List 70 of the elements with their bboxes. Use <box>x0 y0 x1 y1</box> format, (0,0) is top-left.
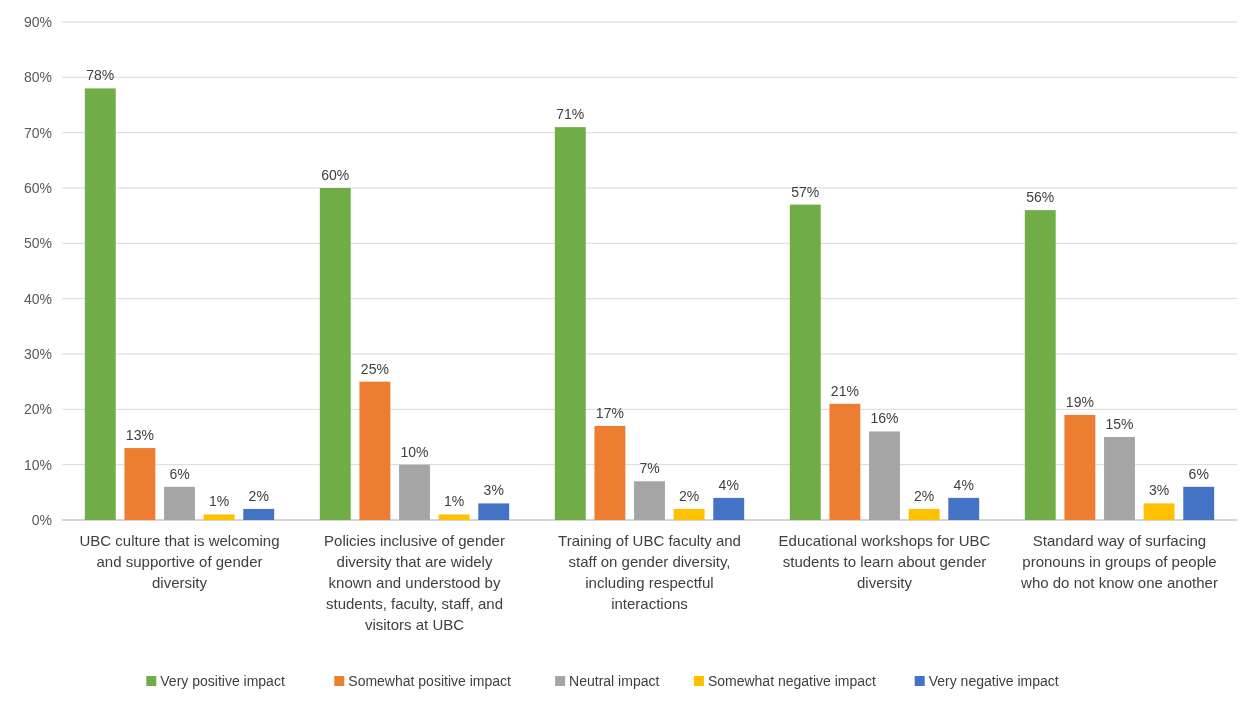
y-tick-label: 30% <box>23 345 52 362</box>
data-label: 2% <box>248 487 269 504</box>
bar <box>634 481 665 520</box>
x-tick-label: Educational workshops for UBC students to learn about gender diversity <box>778 532 991 591</box>
bar <box>1183 486 1215 520</box>
data-label: 6% <box>169 465 190 482</box>
bar <box>869 431 900 520</box>
data-label: 25% <box>360 360 389 377</box>
data-label: 2% <box>679 487 700 504</box>
data-label: 56% <box>1026 189 1055 206</box>
data-label: 10% <box>400 443 429 460</box>
bar <box>829 403 861 520</box>
data-label: 4% <box>718 476 739 493</box>
bar <box>359 381 391 520</box>
data-label: 3% <box>483 482 504 499</box>
y-tick-label: 70% <box>23 124 52 141</box>
bar <box>789 204 821 520</box>
legend-label: Very positive impact <box>160 672 285 689</box>
x-tick-label: Standard way of surfacing pronouns in groups of people who do not know one another <box>1020 532 1218 591</box>
bar <box>243 508 275 520</box>
bar <box>948 497 980 520</box>
bar <box>1104 437 1135 520</box>
y-tick-label: 90% <box>23 13 52 30</box>
y-tick-label: 50% <box>23 235 52 252</box>
y-tick-label: 10% <box>23 456 52 473</box>
y-tick-label: 40% <box>23 290 52 307</box>
y-tick-label: 80% <box>23 69 52 86</box>
bar <box>1143 503 1175 520</box>
data-label: 1% <box>209 493 230 510</box>
data-label: 2% <box>914 487 935 504</box>
bar <box>319 188 351 520</box>
bar <box>1024 210 1056 520</box>
bar <box>554 127 586 520</box>
bar <box>124 448 156 520</box>
legend-label: Neutral impact <box>569 672 660 689</box>
data-label: 16% <box>870 410 899 427</box>
data-label: 6% <box>1188 465 1209 482</box>
bar <box>84 88 116 520</box>
y-tick-label: 20% <box>23 401 52 418</box>
bar <box>713 497 745 520</box>
bar <box>399 464 430 520</box>
y-tick-label: 0% <box>31 511 52 528</box>
bar <box>594 425 626 520</box>
legend-label: Somewhat positive impact <box>348 672 512 689</box>
data-label: 4% <box>953 476 974 493</box>
data-label: 21% <box>830 382 859 399</box>
x-tick-label: Training of UBC faculty and staff on gender diversity, including respectful interactions <box>558 532 741 612</box>
legend-label: Very negative impact <box>928 672 1059 689</box>
bar <box>1064 414 1096 520</box>
bar <box>203 514 235 520</box>
bar <box>908 508 940 520</box>
data-label: 1% <box>444 493 465 510</box>
x-tick-label: UBC culture that is welcoming and supportive of gender diversity <box>79 532 280 591</box>
data-label: 57% <box>791 183 820 200</box>
legend-label: Somewhat negative impact <box>707 672 877 689</box>
bar <box>164 486 195 520</box>
bar <box>438 514 470 520</box>
data-label: 19% <box>1065 393 1094 410</box>
data-label: 7% <box>639 460 660 477</box>
data-label: 60% <box>321 167 350 183</box>
x-tick-label: Policies inclusive of gender diversity that are widely known and understood by students, faculty, staff, and visitors at UBC <box>324 532 505 633</box>
data-label: 78% <box>86 67 115 84</box>
data-label: 3% <box>1149 482 1170 499</box>
y-tick-label: 60% <box>23 179 52 196</box>
data-label: 15% <box>1105 416 1134 432</box>
data-label: 17% <box>595 404 624 421</box>
bar <box>478 503 510 520</box>
data-label: 71% <box>556 106 585 123</box>
bar <box>673 508 705 520</box>
data-label: 13% <box>125 427 154 444</box>
